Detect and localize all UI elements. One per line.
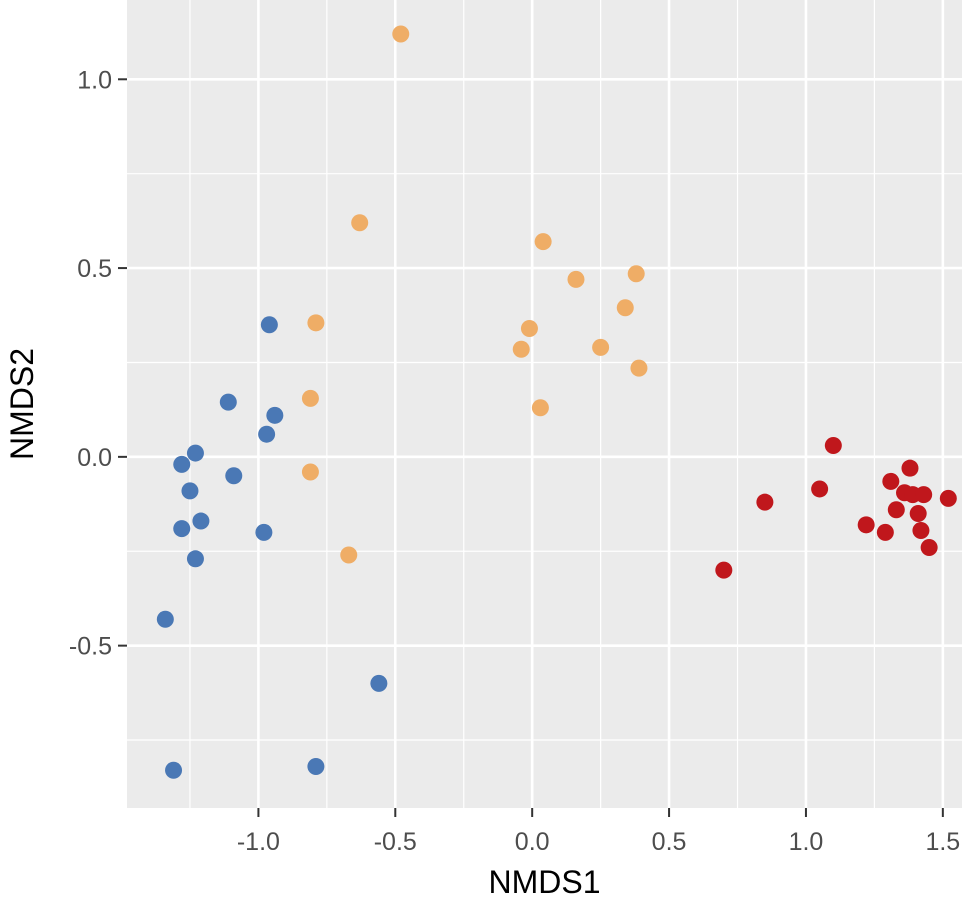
data-point — [186, 444, 204, 462]
major-gridlines — [127, 0, 962, 808]
x-axis-ticks: -1.0 -0.5 0.0 0.5 1.0 1.5 — [237, 808, 960, 856]
y-tick-label: 0.5 — [77, 255, 112, 283]
data-point — [887, 501, 905, 519]
data-point — [255, 523, 273, 541]
data-point — [258, 425, 276, 443]
y-axis-ticks: -0.5 0.0 0.5 1.0 — [69, 66, 127, 661]
x-tick-label: 0.5 — [652, 828, 687, 856]
x-tick-label: -1.0 — [237, 828, 280, 856]
data-point — [882, 472, 900, 490]
data-point — [531, 399, 549, 417]
data-point — [266, 406, 284, 424]
minor-gridlines — [127, 0, 962, 808]
data-point — [824, 437, 842, 455]
data-point — [301, 389, 319, 407]
data-point — [520, 319, 538, 337]
data-point — [301, 463, 319, 481]
data-point — [192, 512, 210, 530]
data-point — [260, 316, 278, 334]
data-point — [630, 359, 648, 377]
data-point — [351, 214, 369, 232]
data-point — [307, 314, 325, 332]
data-point — [225, 467, 243, 485]
data-point — [340, 546, 358, 564]
data-point — [392, 25, 410, 43]
data-point — [715, 561, 733, 579]
x-tick-label: 1.0 — [789, 828, 824, 856]
data-point — [512, 340, 530, 358]
data-point — [876, 523, 894, 541]
x-tick-label: 1.5 — [925, 828, 960, 856]
x-tick-label: 0.0 — [515, 828, 550, 856]
data-point — [939, 489, 957, 507]
y-tick-label: 1.0 — [77, 66, 112, 94]
data-point — [909, 504, 927, 522]
data-point — [901, 459, 919, 477]
data-point — [156, 610, 174, 628]
y-tick-label: -0.5 — [69, 633, 112, 661]
data-point — [811, 480, 829, 498]
data-point — [370, 674, 388, 692]
x-tick-label: -0.5 — [374, 828, 417, 856]
data-points — [156, 25, 957, 779]
data-point — [912, 521, 930, 539]
data-point — [534, 233, 552, 251]
y-tick-label: 0.0 — [77, 444, 112, 472]
data-point — [915, 486, 933, 504]
data-point — [627, 265, 645, 283]
y-axis-title: NMDS2 — [4, 348, 40, 460]
data-point — [857, 516, 875, 534]
data-point — [219, 393, 237, 411]
data-point — [756, 493, 774, 511]
data-point — [165, 761, 183, 779]
x-axis-title: NMDS1 — [488, 864, 600, 900]
data-point — [186, 550, 204, 568]
data-point — [567, 270, 585, 288]
data-point — [173, 520, 191, 538]
data-point — [181, 482, 199, 500]
data-point — [307, 757, 325, 775]
data-point — [592, 338, 610, 356]
data-point — [616, 299, 634, 317]
data-point — [173, 455, 191, 473]
data-point — [920, 538, 938, 556]
